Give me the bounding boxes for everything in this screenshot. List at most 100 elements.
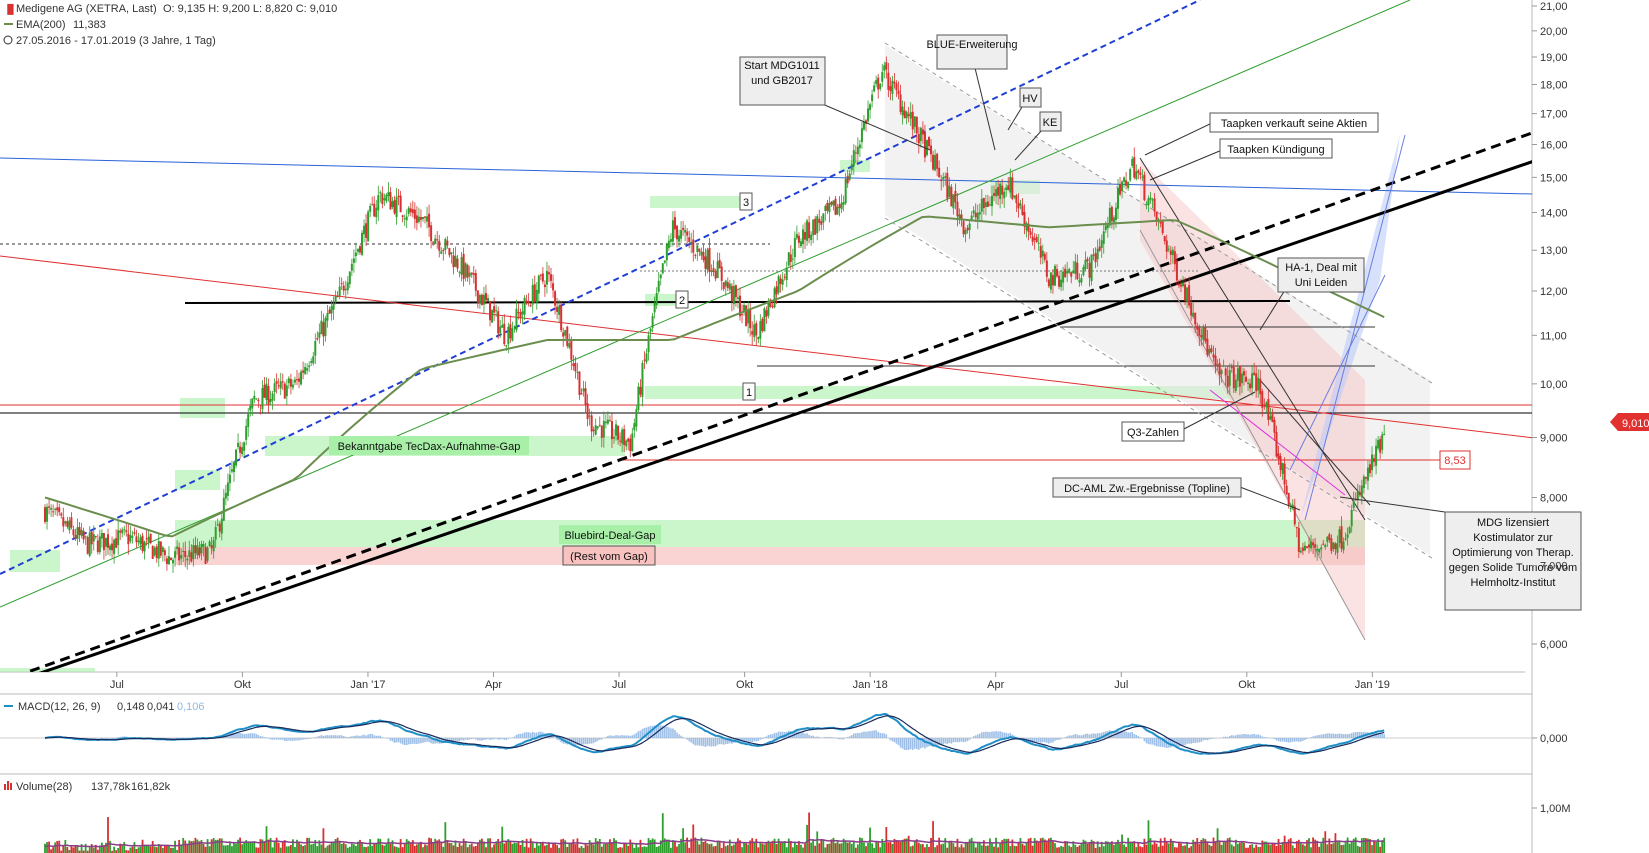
candle-body xyxy=(808,222,811,239)
volume-bar xyxy=(1381,840,1384,853)
volume-bar xyxy=(511,843,514,853)
candle-body xyxy=(1058,275,1061,287)
volume-bar xyxy=(739,840,741,853)
candle-body xyxy=(111,543,114,551)
volume-bar xyxy=(698,844,701,853)
volume-bar xyxy=(176,849,178,853)
candle-body xyxy=(48,506,51,508)
volume-bar xyxy=(1350,841,1353,853)
volume-bar xyxy=(718,841,721,853)
candle-body xyxy=(688,237,691,242)
candle-body xyxy=(881,72,884,82)
volume-bar xyxy=(1169,838,1172,853)
y-tick-label: 8,000 xyxy=(1540,492,1568,504)
volume-bar xyxy=(1379,846,1382,853)
candle-body xyxy=(127,533,130,545)
macd-hist-bar xyxy=(468,738,471,740)
resistance-line-black xyxy=(184,300,1291,304)
candle-body xyxy=(846,176,849,184)
candle-body xyxy=(1147,198,1150,206)
macd-hist-bar xyxy=(340,735,343,738)
volume-bar xyxy=(415,844,418,853)
volume-bar xyxy=(623,842,626,853)
candle-body xyxy=(1346,534,1349,538)
macd-hist-bar xyxy=(259,736,262,738)
macd-hist-bar xyxy=(97,738,99,739)
macd-hist-bar xyxy=(611,735,613,738)
macd-hist-bar xyxy=(867,731,869,738)
macd-hist-bar xyxy=(773,732,776,738)
volume-bar xyxy=(312,843,315,853)
volume-bar xyxy=(749,840,752,853)
volume-panel[interactable]: Volume(28) 137,78k 161,82k 1,00M xyxy=(4,781,1571,853)
macd-hist-bar xyxy=(944,738,947,744)
macd-hist-bar xyxy=(1068,735,1071,738)
candle-body xyxy=(1271,414,1274,422)
candle-body xyxy=(513,326,516,328)
volume-bar xyxy=(1113,844,1115,853)
candle-body xyxy=(76,527,79,539)
price-panel[interactable] xyxy=(0,0,1610,682)
macd-hist-bar xyxy=(1228,736,1231,738)
candle-body xyxy=(1133,157,1136,178)
macd-hist-bar xyxy=(976,734,979,738)
volume-bar xyxy=(1047,838,1050,853)
macd-hist-bar xyxy=(233,732,235,738)
candle-body xyxy=(419,217,422,220)
volume-bar xyxy=(1141,847,1144,853)
candle-body xyxy=(596,426,599,429)
macd-hist-bar xyxy=(119,736,121,738)
candle-body xyxy=(454,256,457,267)
macd-hist-bar xyxy=(336,735,339,738)
candle-body xyxy=(1078,280,1081,283)
volume-bar xyxy=(263,841,266,853)
macd-hist-bar xyxy=(1214,738,1217,739)
macd-hist-bar xyxy=(568,738,571,745)
volume-bar xyxy=(820,839,823,853)
volume-bar xyxy=(952,843,955,853)
macd-hist-bar xyxy=(1296,738,1298,742)
macd-hist-bar xyxy=(523,732,526,738)
candle-body xyxy=(594,425,597,435)
macd-hist-bar xyxy=(491,738,493,740)
volume-bar xyxy=(1133,841,1136,853)
candle-body xyxy=(960,214,963,219)
macd-hist-bar xyxy=(698,738,701,746)
candle-body xyxy=(578,371,581,395)
volume-bar xyxy=(1322,837,1325,853)
volume-bar xyxy=(928,846,930,853)
candle-body xyxy=(78,527,81,536)
volume-bar xyxy=(1255,844,1258,853)
volume-bar xyxy=(789,841,792,853)
macd-hist-bar xyxy=(296,738,298,741)
volume-bar xyxy=(1257,846,1260,853)
candle-body xyxy=(98,536,101,553)
macd-hist-bar xyxy=(1310,737,1312,738)
candle-body xyxy=(232,462,235,473)
candle-body xyxy=(739,295,742,317)
volume-bar xyxy=(1064,840,1067,853)
macd-hist-bar xyxy=(712,738,715,747)
candle-body xyxy=(529,305,532,307)
candle-body xyxy=(1303,545,1306,551)
macd-hist-bar xyxy=(1279,738,1282,742)
macd-panel[interactable]: MACD(12, 26, 9) 0,148 0,041 0,106 0,000 xyxy=(0,701,1568,755)
volume-bar xyxy=(1104,841,1107,853)
volume-bar xyxy=(627,845,630,853)
candle-body xyxy=(767,300,770,316)
volume-bar xyxy=(667,839,670,853)
candle-body xyxy=(570,340,573,360)
macd-hist-bar xyxy=(659,725,662,738)
volume-bar xyxy=(899,841,902,853)
macd-hist-bar xyxy=(1050,738,1052,743)
candle-body xyxy=(1129,169,1132,181)
candle-body xyxy=(858,144,861,149)
candle-body xyxy=(174,551,177,558)
macd-hist-bar xyxy=(328,735,331,738)
volume-value-2: 161,82k xyxy=(131,781,171,793)
volume-bar xyxy=(487,838,489,853)
volume-bar xyxy=(871,843,873,853)
volume-bar xyxy=(777,838,780,853)
volume-bar xyxy=(1352,838,1355,853)
